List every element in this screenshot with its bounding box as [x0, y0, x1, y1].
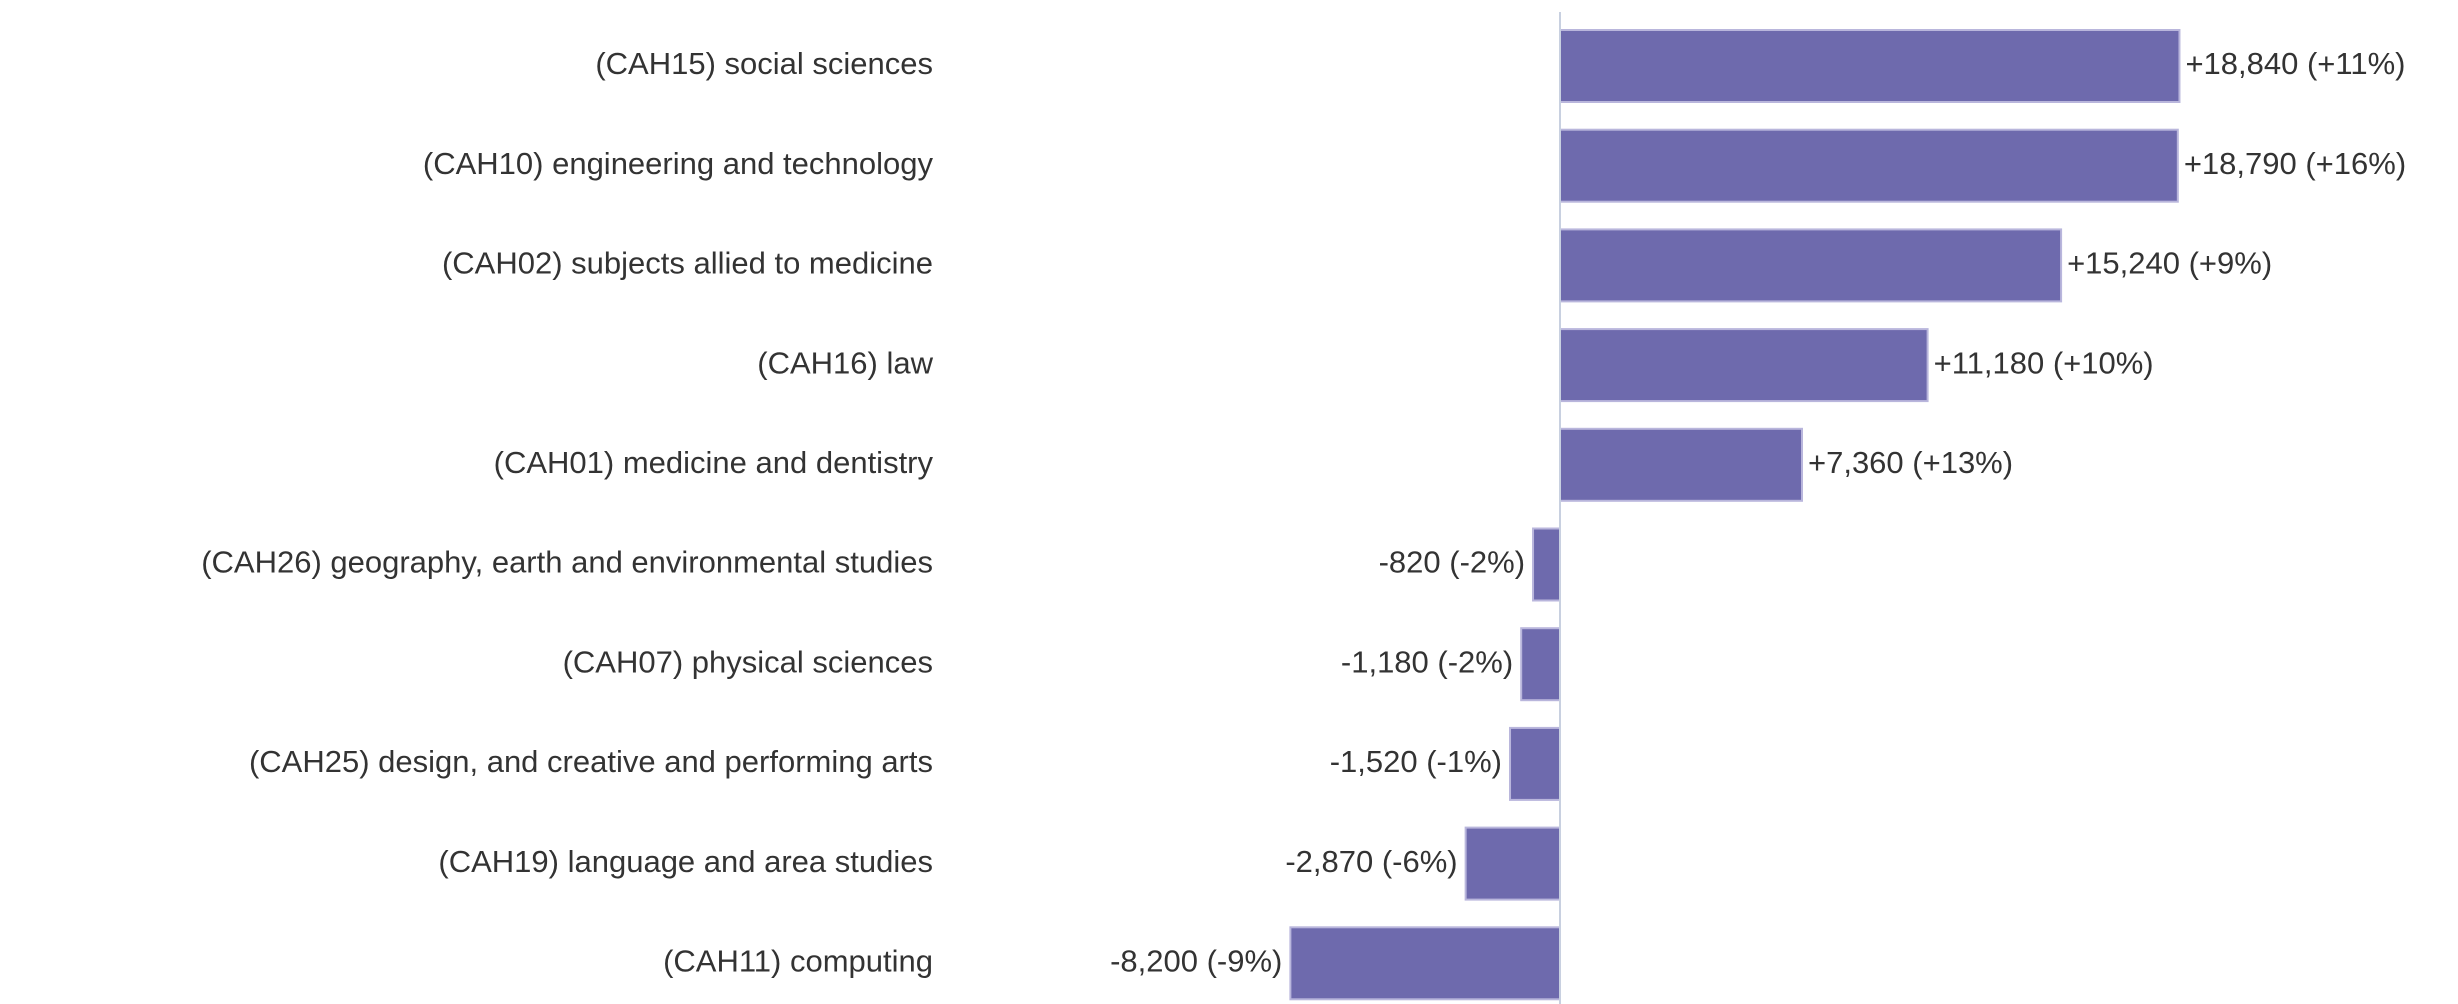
bar — [1464, 826, 1561, 901]
value-label: +18,840 (+11%) — [2185, 46, 2405, 81]
value-label: -1,520 (-1%) — [1330, 744, 1502, 779]
category-label: (CAH15) social sciences — [595, 46, 933, 81]
category-label: (CAH16) law — [757, 345, 933, 380]
value-label: -820 (-2%) — [1379, 545, 1525, 580]
category-label: (CAH07) physical sciences — [563, 644, 933, 679]
value-label: +15,240 (+9%) — [2067, 246, 2272, 281]
value-label: +18,790 (+16%) — [2184, 146, 2406, 181]
category-label: (CAH25) design, and creative and perform… — [249, 744, 933, 779]
bar — [1532, 527, 1562, 602]
category-label: (CAH02) subjects allied to medicine — [442, 246, 933, 281]
value-label: +11,180 (+10%) — [1934, 345, 2154, 380]
bar — [1559, 29, 2181, 103]
value-label: -1,180 (-2%) — [1341, 644, 1513, 679]
bar — [1559, 128, 2179, 203]
category-label: (CAH11) computing — [663, 943, 933, 978]
category-label: (CAH10) engineering and technology — [423, 146, 934, 181]
category-label: (CAH26) geography, earth and environment… — [201, 545, 933, 580]
value-label: -2,870 (-6%) — [1285, 844, 1457, 879]
value-label: +7,360 (+13%) — [1808, 445, 2013, 480]
bar — [1289, 926, 1562, 1001]
bar — [1520, 627, 1562, 702]
value-label: -8,200 (-9%) — [1110, 943, 1282, 978]
bar — [1559, 228, 2063, 303]
category-label: (CAH01) medicine and dentistry — [494, 445, 934, 480]
bar — [1509, 726, 1562, 801]
bar — [1559, 427, 1803, 502]
category-label: (CAH19) language and area studies — [438, 844, 933, 879]
bar — [1559, 328, 1929, 403]
